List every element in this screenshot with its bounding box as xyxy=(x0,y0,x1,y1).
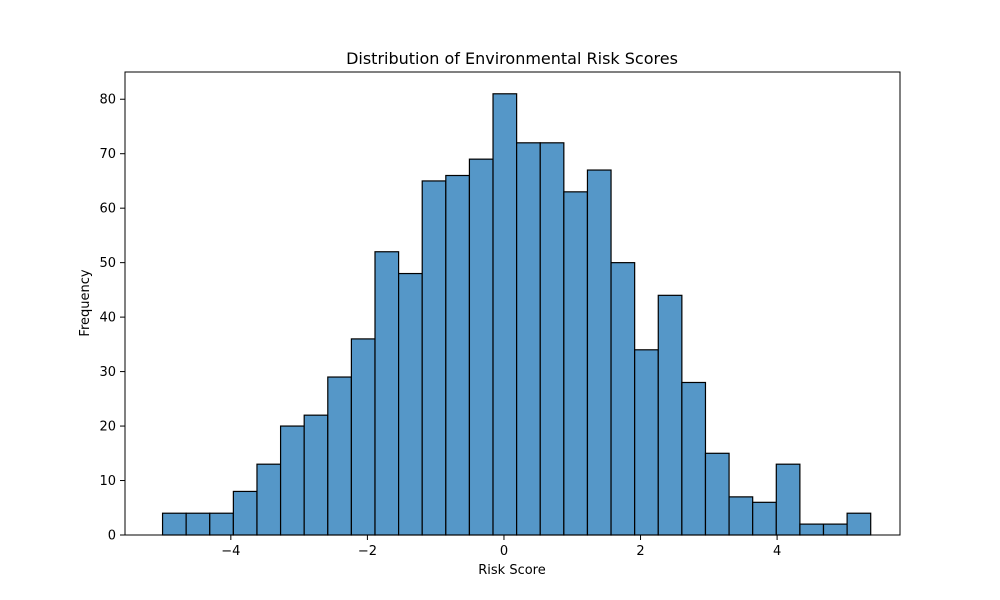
x-tick-label: 0 xyxy=(500,544,508,559)
y-tick-label: 30 xyxy=(99,365,116,380)
histogram-bar xyxy=(704,452,730,536)
plot-frame xyxy=(124,71,901,536)
y-tick-label: 40 xyxy=(99,311,116,326)
histogram-bar xyxy=(681,381,707,536)
histogram-bar xyxy=(185,512,211,536)
histogram-bar xyxy=(445,174,471,536)
histogram-bar xyxy=(586,169,612,536)
histogram-bar xyxy=(563,191,589,536)
histogram-bar xyxy=(516,142,541,536)
histogram-bar xyxy=(350,338,376,536)
histogram-bar xyxy=(822,523,848,536)
histogram-bar xyxy=(799,523,825,536)
histogram-bar xyxy=(657,294,683,536)
y-axis-ticks: 0 10 20 30 40 50 60 70 80 xyxy=(99,93,125,544)
histogram-bar xyxy=(539,142,565,536)
y-tick-label: 0 xyxy=(108,529,116,544)
histogram-bar xyxy=(468,158,494,536)
y-tick-label: 10 xyxy=(99,474,116,489)
y-tick-label: 60 xyxy=(99,202,116,217)
x-tick-label: −4 xyxy=(221,544,240,559)
histogram-bar xyxy=(752,501,777,536)
histogram-bar xyxy=(161,512,187,536)
histogram-bar xyxy=(421,180,447,536)
bars-group xyxy=(161,93,872,536)
y-axis-label: Frequency xyxy=(78,269,93,336)
y-tick-label: 80 xyxy=(99,93,116,108)
x-tick-label: 4 xyxy=(773,544,781,559)
y-tick-label: 70 xyxy=(99,147,116,162)
histogram-bar xyxy=(775,463,801,536)
chart-title: Distribution of Environmental Risk Score… xyxy=(346,49,678,68)
histogram-bar xyxy=(492,93,518,536)
histogram-bar xyxy=(374,251,400,536)
histogram-bar xyxy=(209,512,234,536)
y-tick-label: 50 xyxy=(99,256,116,271)
histogram-bar xyxy=(634,349,659,536)
histogram-bar xyxy=(279,425,305,536)
y-tick-label: 20 xyxy=(99,420,116,435)
histogram-bar xyxy=(256,463,282,536)
histogram-bar xyxy=(728,496,754,536)
x-axis-ticks: −4 −2 0 2 4 xyxy=(221,535,781,559)
histogram-bar xyxy=(398,272,423,536)
histogram-bar xyxy=(232,490,258,536)
x-tick-label: −2 xyxy=(358,544,377,559)
histogram-bar xyxy=(303,414,329,536)
histogram-bar xyxy=(846,512,872,536)
histogram-bar xyxy=(327,376,352,536)
x-axis-label: Risk Score xyxy=(478,563,546,578)
x-tick-label: 2 xyxy=(636,544,644,559)
histogram-bar xyxy=(610,262,636,536)
